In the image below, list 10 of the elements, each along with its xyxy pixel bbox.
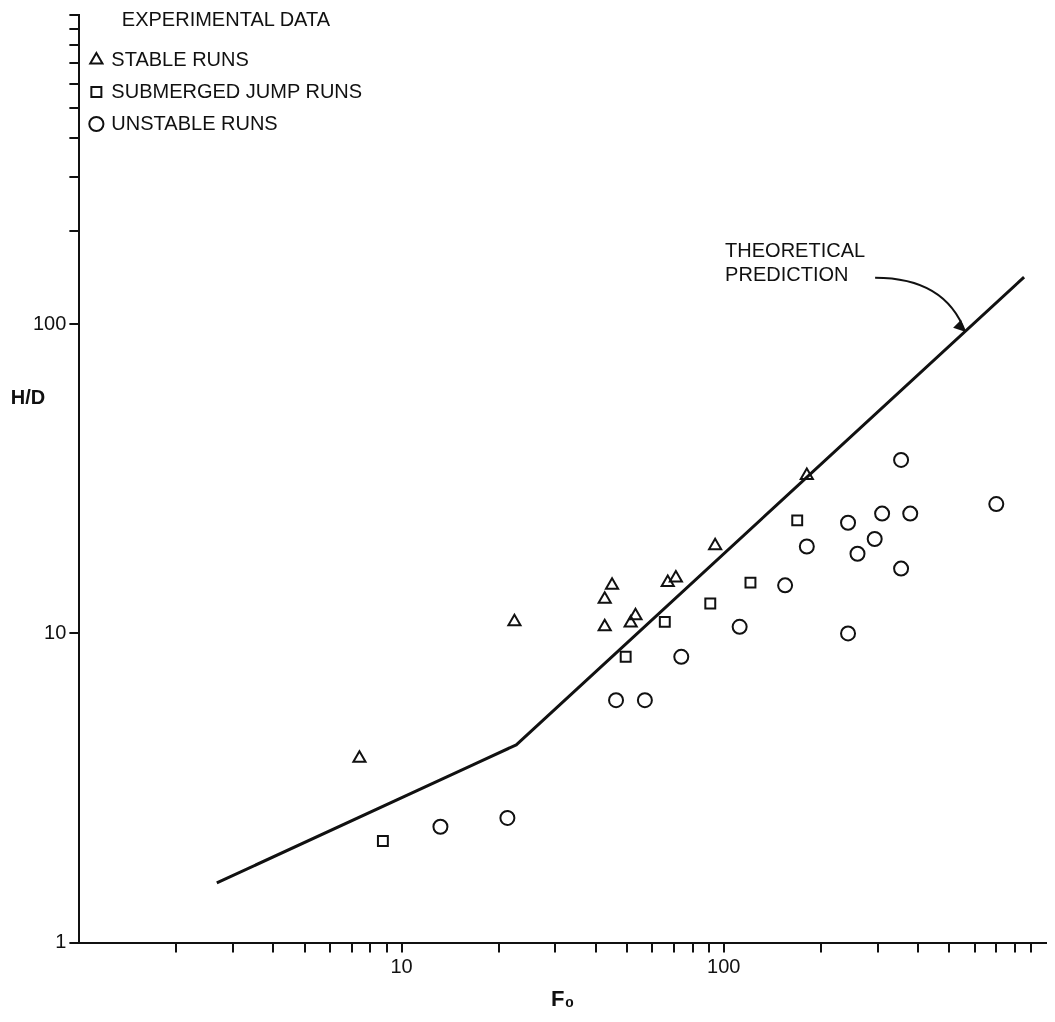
legend-label: SUBMERGED JUMP RUNS [111, 79, 363, 102]
y-tick-label: 1 [55, 930, 67, 953]
annotation: THEORETICAL PREDICTION [725, 239, 866, 286]
legend-label: UNSTABLE RUNS [111, 111, 278, 134]
y-tick-label: 10 [44, 620, 67, 643]
x-axis-title: F₀ [551, 985, 575, 1011]
y-axis-title: H/D [10, 386, 46, 409]
legend-label: STABLE RUNS [111, 47, 249, 70]
legend-title: EXPERIMENTAL DATA [121, 7, 331, 30]
y-tick-label: 100 [32, 311, 67, 334]
